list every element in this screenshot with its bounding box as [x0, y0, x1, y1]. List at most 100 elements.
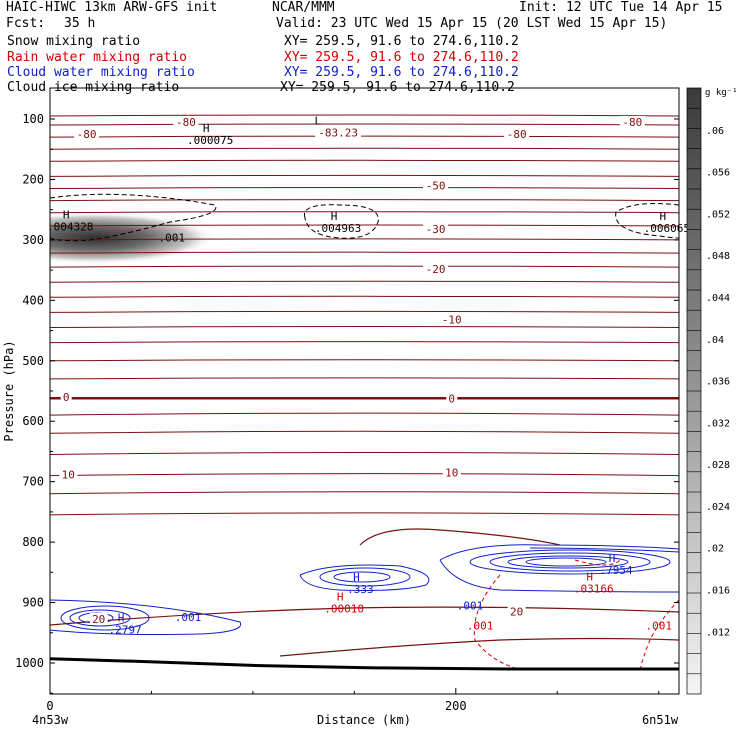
isotherm	[50, 238, 679, 241]
extremum-marker: H	[353, 571, 360, 584]
label-bg	[60, 391, 72, 403]
isotherm-label: -10	[442, 314, 462, 327]
colorbar-unit: g kg⁻¹	[705, 88, 738, 98]
field-name-cloud-water: Cloud water mixing ratio	[7, 65, 195, 80]
label-bg	[439, 313, 465, 325]
init-time: Init: 12 UTC Tue 14 Apr 15	[519, 0, 723, 15]
y-tick-label: 800	[22, 535, 44, 549]
isotherm	[50, 123, 679, 126]
y-tick-label: 500	[22, 354, 44, 368]
isotherm-label: 0	[448, 392, 455, 405]
y-tick-label: 600	[22, 414, 44, 428]
colorbar-label: .06	[706, 126, 724, 137]
label-bg	[315, 126, 362, 138]
isotherm	[50, 114, 679, 117]
isotherm-label: -50	[426, 179, 446, 192]
isotherm	[50, 187, 679, 190]
isotherm-low-3	[279, 637, 679, 657]
isotherm-label: 20	[510, 606, 523, 619]
label-bg	[442, 466, 461, 478]
extremum-marker: L	[315, 114, 322, 127]
forecast-hour: 35 h	[64, 16, 96, 31]
x-tick-label: 200	[445, 699, 467, 713]
y-tick-label: 1000	[15, 656, 44, 670]
colorbar-label: .036	[706, 377, 730, 388]
extremum-marker: H	[609, 552, 616, 565]
extremum-value: .001	[158, 231, 185, 244]
y-tick-label: 300	[22, 233, 44, 247]
plot-contents	[50, 114, 679, 671]
extremum-marker: H	[203, 122, 210, 135]
extremum-value: .00010	[324, 603, 364, 616]
isotherm-label: 10	[445, 467, 458, 480]
isotherm	[50, 174, 679, 177]
field-name-rain: Rain water mixing ratio	[7, 50, 188, 65]
extremum-value: .03166	[574, 583, 614, 596]
y-axis-label: Pressure (hPa)	[2, 340, 16, 441]
colorbar-labels: .06 .056 .052 .048 .044 .04 .036 .032 .028 .024 .0…	[706, 126, 730, 639]
org-label: NCAR/MMM	[272, 0, 335, 15]
colorbar-label: .024	[706, 502, 730, 513]
isotherm-label: 20	[92, 613, 105, 626]
extremum-value: .333	[347, 583, 374, 596]
extremum-marker: H	[337, 591, 344, 604]
rain-contours	[473, 559, 679, 671]
y-tick-label: 200	[22, 172, 44, 186]
x-start-location: 4n53w	[32, 713, 69, 727]
isotherm	[50, 359, 679, 362]
isotherm	[50, 310, 679, 313]
forecast-label: Fcst:	[6, 16, 46, 31]
label-bg	[423, 179, 449, 191]
isotherm-label: -30	[426, 223, 446, 236]
extremum-marker: H	[586, 571, 593, 584]
extremum-value: .001	[175, 611, 202, 624]
colorbar-label: .056	[706, 168, 730, 179]
ice-contour-mid	[303, 204, 379, 239]
isotherm-label: -83.23	[318, 126, 358, 139]
isotherm-label: -80	[622, 116, 642, 129]
colorbar-label: .012	[706, 627, 730, 638]
y-tick-label: 900	[22, 596, 44, 610]
field-xy-snow: XY= 259.5, 91.6 to 274.6,110.2	[284, 34, 519, 49]
field-name-snow: Snow mixing ratio	[7, 34, 141, 49]
surface-pressure-line	[50, 657, 679, 671]
isotherm	[50, 491, 679, 495]
x-axis: 0 200	[46, 688, 660, 713]
extremum-value: .004328	[47, 221, 93, 234]
isotherm	[50, 451, 679, 455]
extremum-value: .001	[467, 619, 494, 632]
isotherm	[50, 265, 679, 268]
isotherm	[50, 147, 679, 150]
label-bg	[89, 612, 108, 624]
extremum-value: .004963	[315, 222, 361, 235]
isotherm-label: -80	[507, 128, 527, 141]
extremum-value: .006065	[644, 222, 690, 235]
extremum-value: .7954	[599, 564, 632, 577]
colorbar-label: .032	[706, 418, 730, 429]
colorbar-label: .044	[706, 293, 730, 304]
model-title: HAIC-HIWC 13km ARW-GFS init	[6, 0, 218, 15]
isotherm	[50, 412, 679, 416]
ice-contour-right	[615, 203, 679, 239]
isotherm-label: 0	[63, 391, 70, 404]
extremum-value: .2797	[108, 624, 141, 637]
valid-time: Valid: 23 UTC Wed 15 Apr 15 (20 LST Wed …	[276, 16, 668, 31]
isotherm	[50, 377, 679, 380]
field-xy-rain: XY= 259.5, 91.6 to 274.6,110.2	[284, 50, 519, 65]
isotherm	[50, 512, 679, 516]
ice-contour-left	[50, 193, 217, 242]
label-bg	[74, 128, 100, 140]
extremum-marker: H	[118, 612, 125, 625]
plot-frame	[49, 87, 680, 695]
colorbar-label: .048	[706, 251, 730, 262]
isotherm	[50, 430, 679, 434]
extremum-value: .000075	[187, 134, 233, 147]
label-bg	[446, 392, 458, 404]
extremum-marker: H	[659, 210, 666, 223]
y-tick-label: 700	[22, 475, 44, 489]
isotherm	[50, 341, 679, 344]
label-bg	[507, 605, 526, 617]
isotherm	[50, 326, 679, 329]
